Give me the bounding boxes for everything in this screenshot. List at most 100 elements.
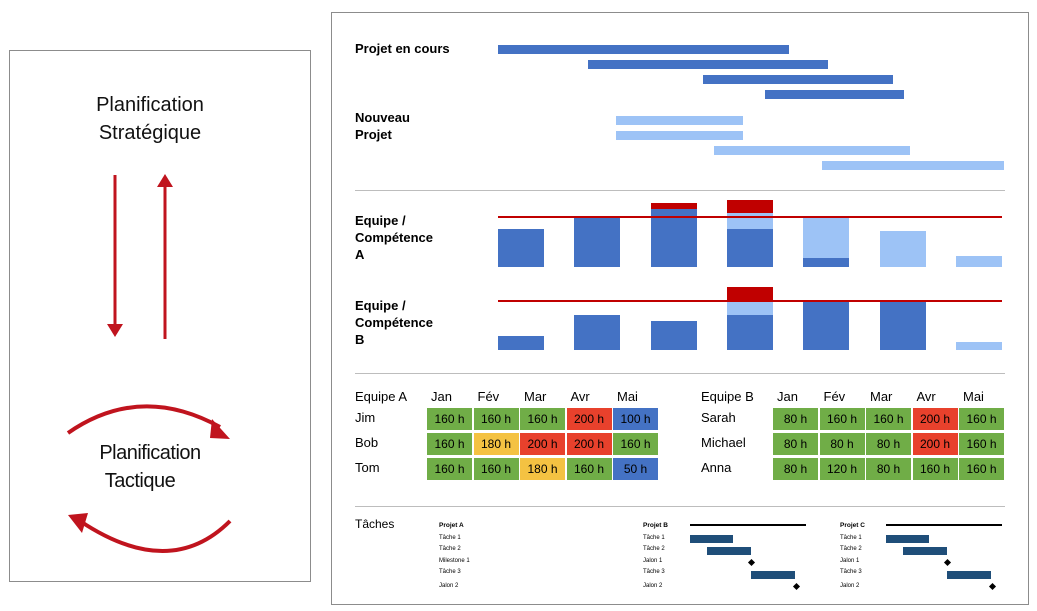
- hours-cell: 160 h: [959, 408, 1004, 430]
- month-header: Avr: [916, 389, 936, 404]
- capacity-bar-light: [956, 342, 1002, 350]
- hours-cell: 80 h: [866, 433, 911, 455]
- task-label: Tâche 1: [439, 535, 461, 541]
- hours-cell: 80 h: [773, 408, 818, 430]
- capacity-bar-base: [727, 229, 773, 267]
- task-bar: [707, 547, 751, 555]
- hours-cell: 160 h: [866, 408, 911, 430]
- person-name: Jim: [355, 410, 376, 425]
- cycle-arrows-icon: [66, 404, 232, 553]
- team-a-label: Equipe / Compétence A: [355, 212, 433, 263]
- person-name: Michael: [701, 435, 746, 450]
- capacity-bar-base: [803, 301, 849, 350]
- task-bar: [886, 535, 929, 543]
- month-header: Jan: [777, 389, 798, 404]
- task-label: Tâche 3: [439, 569, 461, 575]
- task-label: Tâche 3: [643, 569, 665, 575]
- section-divider: [355, 373, 1005, 374]
- hours-cell: 80 h: [866, 458, 911, 480]
- hours-cell: 180 h: [473, 433, 519, 455]
- hours-cell: 80 h: [819, 433, 865, 455]
- hours-cell: 160 h: [819, 408, 865, 430]
- team-a-label-line-2: Compétence: [355, 230, 434, 245]
- task-label: Jalon 2: [840, 583, 860, 589]
- hours-cell: 200 h: [566, 433, 612, 455]
- planning-levels-panel: Planification Stratégique Planification …: [9, 50, 311, 582]
- capacity-bar-base: [574, 315, 620, 350]
- capacity-bar-base: [803, 258, 849, 267]
- month-header: Jan: [431, 389, 452, 404]
- task-label: Tâche 2: [840, 546, 862, 552]
- capacity-bar-light: [727, 301, 773, 315]
- tactical-line-1: Planification: [99, 442, 201, 464]
- new-project-label-line-1: Nouveau: [355, 110, 410, 125]
- hours-cell: 160 h: [613, 433, 658, 455]
- current-project-bar: [588, 60, 828, 69]
- task-label: Tâche 3: [840, 569, 862, 575]
- project-name: Projet A: [439, 522, 464, 529]
- task-label: Tâche 2: [643, 546, 665, 552]
- capacity-bar-light: [803, 217, 849, 258]
- task-label: Tâche 2: [439, 546, 461, 552]
- task-bar: [947, 571, 991, 579]
- strategic-line-1: Planification: [96, 94, 204, 116]
- strategic-planning-title: Planification Stratégique: [50, 91, 250, 147]
- person-name: Anna: [701, 460, 732, 475]
- hours-cell: 160 h: [959, 458, 1004, 480]
- task-label: Jalon 2: [643, 583, 663, 589]
- hours-cell: 80 h: [773, 433, 818, 455]
- capacity-bar-light: [956, 256, 1002, 267]
- capacity-bar-base: [498, 336, 544, 350]
- hours-cell: 80 h: [773, 458, 818, 480]
- capacity-bar-base: [574, 217, 620, 267]
- capacity-bar-base: [651, 209, 697, 267]
- capacity-bar-over: [651, 203, 697, 209]
- task-bar: [903, 547, 947, 555]
- team-b-label-line-2: Compétence: [355, 315, 434, 330]
- month-header: Fév: [823, 389, 846, 404]
- hours-cell: 180 h: [520, 458, 565, 480]
- table-title: Equipe A: [355, 389, 408, 404]
- month-header: Mar: [870, 389, 893, 404]
- person-name: Sarah: [701, 410, 736, 425]
- current-project-label: Projet en cours: [355, 41, 450, 56]
- new-project-bar: [616, 116, 743, 125]
- hours-cell: 160 h: [427, 408, 472, 430]
- hours-cell: 50 h: [613, 458, 658, 480]
- new-project-label-line-2: Projet: [355, 127, 392, 142]
- current-project-bar: [703, 75, 893, 84]
- team-a-label-line-1: Equipe /: [355, 213, 406, 228]
- team-b-capacity-line: [498, 300, 1002, 302]
- task-label: Tâche 1: [643, 535, 665, 541]
- hours-cell: 200 h: [912, 433, 958, 455]
- project-name: Projet C: [840, 522, 865, 529]
- hours-cell: 160 h: [520, 408, 565, 430]
- task-bar: [690, 535, 733, 543]
- capacity-bar-base: [651, 321, 697, 350]
- month-header: Avr: [570, 389, 590, 404]
- strategic-line-2: Stratégique: [98, 122, 202, 144]
- month-header: Mai: [963, 389, 984, 404]
- section-divider: [355, 506, 1005, 507]
- task-label: Jalon 1: [840, 558, 860, 564]
- hours-cell: 160 h: [427, 433, 472, 455]
- hours-cell: 160 h: [473, 458, 519, 480]
- month-header: Mar: [524, 389, 547, 404]
- summary-line: [690, 524, 806, 526]
- new-project-label: Nouveau Projet: [355, 109, 410, 143]
- hours-cell: 200 h: [912, 408, 958, 430]
- summary-line: [886, 524, 1002, 526]
- hours-cell: 160 h: [959, 433, 1004, 455]
- tasks-label: Tâches: [355, 517, 395, 531]
- hours-cell: 120 h: [819, 458, 865, 480]
- hours-cell: 100 h: [613, 408, 658, 430]
- team-a-capacity-line: [498, 216, 1002, 218]
- hours-cell: 200 h: [566, 408, 612, 430]
- person-name: Bob: [355, 435, 379, 450]
- capacity-bar-base: [727, 315, 773, 350]
- team-a-label-line-3: A: [355, 247, 365, 262]
- team-b-label-line-1: Equipe /: [355, 298, 406, 313]
- team-b-label: Equipe / Compétence B: [355, 297, 433, 348]
- task-label: Jalon 2: [439, 583, 459, 589]
- hours-cell: 160 h: [473, 408, 519, 430]
